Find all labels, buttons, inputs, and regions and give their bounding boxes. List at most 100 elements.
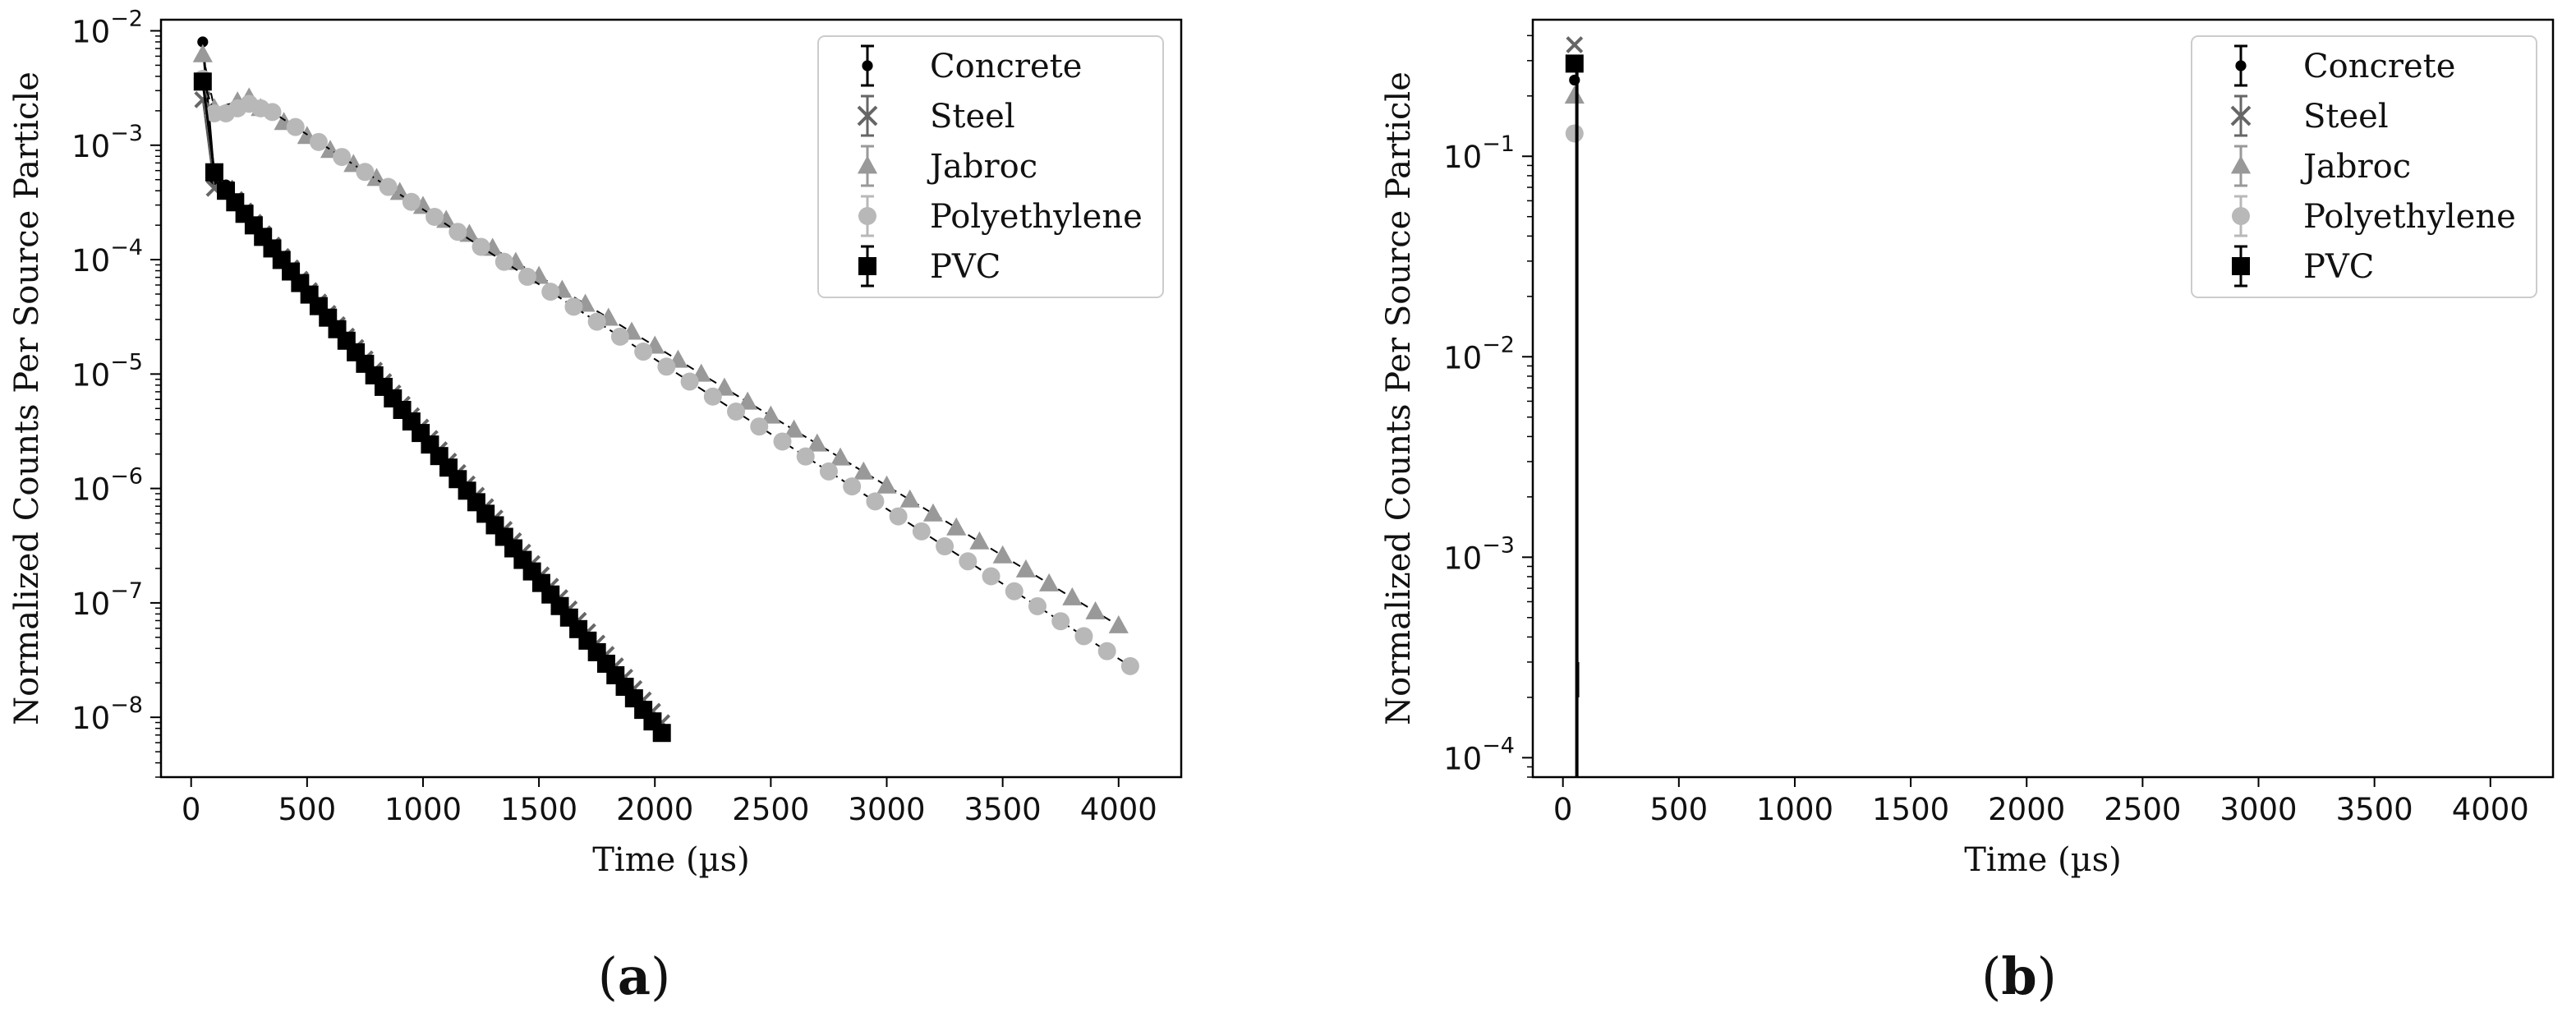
data-point [193, 72, 212, 91]
x-tick-label: 2500 [732, 792, 809, 827]
series-steel [194, 90, 671, 732]
legend-label: Polyethylene [930, 198, 1143, 236]
y-tick-base: 10 [71, 14, 110, 49]
y-tick-base: 10 [71, 243, 110, 278]
series-polyethylene [193, 70, 1139, 675]
data-point [652, 724, 671, 743]
data-point [564, 297, 583, 316]
data-point [263, 103, 282, 122]
panel-label: (b) [1981, 946, 2057, 1006]
y-tick-exponent: −2 [1482, 332, 1515, 357]
legend-marker [2232, 257, 2250, 275]
data-point [727, 402, 746, 421]
x-tick-label: 3000 [848, 792, 925, 827]
legend-label: Polyethylene [2303, 198, 2516, 236]
y-axis-title: Normalized Counts Per Source Particle [8, 71, 46, 725]
data-point [1565, 54, 1584, 73]
data-point [448, 223, 467, 242]
panel-label-paren: ) [651, 946, 670, 1006]
data-point [843, 477, 862, 496]
data-point [830, 447, 851, 466]
legend-marker [2235, 60, 2247, 71]
y-tick-base: 10 [71, 587, 110, 622]
series-polyethylene [1565, 124, 1584, 143]
y-tick-exponent: −4 [110, 235, 143, 260]
data-point [773, 432, 792, 451]
y-tick-exponent: −4 [1482, 733, 1515, 758]
y-tick-base: 10 [71, 129, 110, 164]
data-point [1566, 36, 1584, 53]
data-point [356, 163, 375, 182]
data-point [333, 148, 352, 167]
data-point [796, 447, 815, 466]
y-tick-base: 10 [1443, 741, 1482, 776]
data-point [866, 492, 885, 511]
data-point [992, 545, 1013, 564]
y-tick-base: 10 [71, 472, 110, 508]
data-point [402, 192, 421, 211]
data-point [889, 507, 908, 526]
data-point [379, 177, 398, 196]
y-tick-label: 10−3 [71, 121, 143, 164]
y-tick-base: 10 [71, 357, 110, 393]
data-point [876, 475, 897, 494]
panel-b: 0 500 1000 1500 2000 2500 3000 3500 400010−410−3… [1380, 18, 2555, 1006]
data-point [750, 417, 769, 436]
legend-marker [862, 60, 873, 71]
data-point [738, 391, 758, 410]
panel-label-paren: ( [1981, 946, 2001, 1006]
x-axis-title: Time (µs) [1964, 841, 2122, 879]
y-tick-label: 10−6 [71, 464, 143, 508]
data-point [610, 327, 629, 346]
x-tick-label: 2000 [616, 792, 693, 827]
legend-label: Steel [930, 98, 1015, 136]
x-tick-label: 4000 [2452, 792, 2529, 827]
y-tick-exponent: −8 [110, 693, 143, 718]
legend-marker [857, 105, 878, 127]
y-tick-label: 10−1 [1443, 131, 1515, 175]
y-tick-exponent: −5 [110, 349, 143, 375]
data-point [412, 196, 434, 214]
y-tick-base: 10 [1443, 541, 1482, 576]
series-group [192, 36, 1139, 743]
data-point [286, 117, 305, 136]
data-point [1085, 601, 1106, 619]
data-point [1005, 582, 1024, 601]
legend-label: PVC [930, 248, 1000, 286]
data-point [946, 517, 967, 536]
data-point [389, 182, 410, 200]
data-point [969, 531, 990, 550]
legend-marker [858, 207, 876, 225]
y-tick-exponent: −2 [110, 6, 143, 31]
legend-marker [858, 257, 876, 275]
x-tick-label: 1500 [500, 792, 577, 827]
y-tick-exponent: −1 [1482, 131, 1515, 157]
data-point [1015, 559, 1036, 578]
series-line [201, 99, 663, 724]
panel-label-paren: ) [2037, 946, 2057, 1006]
data-point [192, 44, 213, 62]
x-tick-label: 1000 [1756, 792, 1833, 827]
x-tick-label: 1000 [384, 792, 462, 827]
x-tick-label: 3000 [2220, 792, 2297, 827]
legend-marker [2230, 155, 2252, 174]
legend-label: Concrete [2303, 48, 2455, 85]
data-point [853, 461, 874, 480]
series-pvc [1565, 54, 1584, 73]
data-point [807, 433, 827, 452]
data-point [436, 209, 457, 228]
data-point [541, 283, 560, 301]
data-point [634, 343, 653, 361]
data-point [472, 237, 490, 256]
y-tick-label: 10−2 [1443, 332, 1515, 375]
axes-frame [159, 18, 1183, 779]
y-tick-exponent: −3 [1482, 532, 1515, 558]
y-tick-label: 10−2 [71, 6, 143, 49]
series-group [1564, 36, 1585, 143]
axes-frame [1531, 18, 2555, 779]
data-point [426, 207, 444, 226]
legend-marker [2230, 105, 2252, 127]
data-point [1565, 124, 1584, 143]
data-point [1564, 85, 1585, 104]
